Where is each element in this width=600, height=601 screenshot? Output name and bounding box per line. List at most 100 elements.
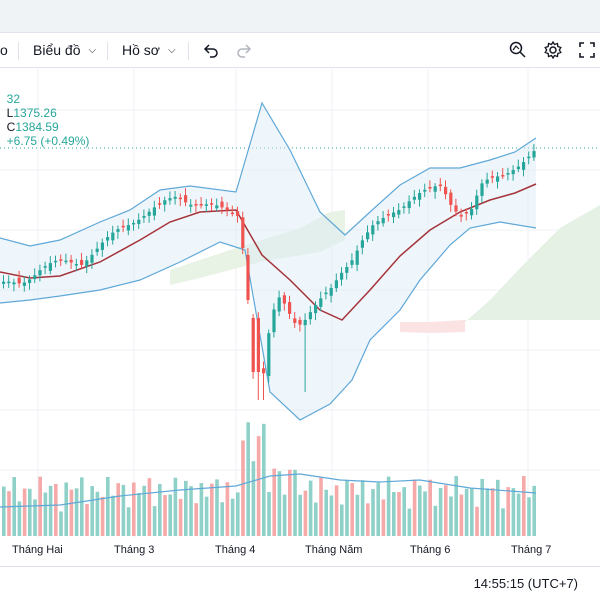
chart-type-dropdown[interactable]: Biểu đồ ⌵ — [33, 33, 96, 67]
candle-body — [126, 225, 130, 231]
candle-body — [168, 198, 172, 201]
toolbar-divider — [188, 42, 189, 60]
moving-average-line — [0, 183, 537, 321]
volume-series — [2, 422, 536, 536]
volume-bar — [490, 488, 495, 536]
volume-bar — [236, 492, 240, 536]
undo-icon[interactable] — [197, 36, 225, 64]
candle-body — [132, 222, 136, 225]
volume-bar — [194, 503, 198, 536]
volume-bar — [522, 476, 526, 536]
volume-bar — [251, 461, 256, 536]
fullscreen-icon[interactable] — [573, 36, 600, 64]
candle-body — [329, 287, 333, 296]
candle-body — [95, 248, 99, 252]
x-tick-label: Tháng 4 — [215, 544, 256, 556]
volume-bar — [392, 492, 396, 536]
candle-body — [48, 263, 52, 271]
candle-body — [386, 213, 390, 216]
candle-body — [449, 192, 453, 205]
volume-bar — [329, 495, 334, 536]
candle-body — [480, 183, 484, 196]
profile-dropdown[interactable]: Hồ sơ ⌵ — [122, 33, 176, 67]
candle-body — [522, 162, 526, 170]
volume-bar — [272, 468, 276, 536]
volume-bar — [418, 485, 422, 536]
candle-body — [225, 207, 229, 210]
volume-bar — [277, 471, 282, 536]
candle-body — [64, 260, 68, 263]
x-tick-label: Tháng 6 — [410, 544, 451, 556]
volume-bar — [152, 506, 157, 536]
volume-bar — [48, 485, 53, 536]
gear-icon[interactable] — [539, 36, 567, 64]
candle-body — [111, 232, 115, 241]
candle-body — [334, 280, 338, 289]
volume-bar — [314, 502, 318, 536]
volume-bar — [303, 490, 308, 536]
candlestick-series — [2, 144, 536, 400]
candle-body — [189, 204, 193, 207]
candle-body — [74, 264, 78, 266]
volume-bar — [137, 493, 141, 536]
volume-bar — [38, 476, 42, 536]
volume-bar — [506, 487, 510, 536]
candle-body — [490, 176, 494, 178]
redo-icon[interactable] — [230, 36, 258, 64]
candle-body — [397, 210, 401, 215]
candle-body — [256, 318, 260, 372]
candle-body — [251, 318, 255, 372]
volume-bar — [241, 440, 245, 536]
toolbar-partial-item[interactable]: o — [0, 33, 8, 67]
bollinger-upper-line — [0, 101, 537, 247]
ichimoku-cloud-red — [400, 320, 465, 333]
volume-bar — [7, 491, 11, 536]
candle-body — [412, 196, 416, 200]
price-chart[interactable] — [0, 67, 600, 565]
toolbar-partial-label: o — [0, 42, 8, 58]
toolbar-divider — [107, 42, 108, 60]
candle-body — [428, 187, 432, 189]
candle-body — [199, 203, 203, 206]
ohlc-legend: 32 L1375.26 C1384.59 +6.75 (+0.49%) — [0, 78, 90, 148]
bollinger-lower-line — [0, 221, 537, 421]
volume-bar — [173, 477, 178, 536]
volume-bar — [256, 436, 261, 536]
legend-high-partial: 32 — [6, 92, 21, 106]
volume-bar — [168, 494, 172, 536]
volume-bar — [267, 492, 271, 536]
candle-body — [501, 175, 505, 177]
candle-body — [194, 204, 198, 206]
search-icon[interactable] — [504, 36, 532, 64]
volume-bar — [95, 491, 100, 536]
candle-body — [85, 260, 89, 267]
volume-bar — [423, 491, 427, 536]
candle-body — [407, 201, 411, 209]
volume-bar — [189, 486, 193, 536]
volume-bar — [210, 483, 214, 536]
volume-bar — [480, 478, 484, 536]
volume-bar — [516, 493, 521, 536]
candle-body — [33, 275, 37, 280]
candle-body — [137, 219, 141, 224]
candle-body — [340, 272, 344, 280]
candle-body — [241, 217, 245, 249]
candle-body — [511, 170, 515, 175]
candle-body — [210, 203, 214, 205]
candle-body — [308, 312, 312, 320]
candle-body — [532, 151, 536, 158]
volume-bar — [106, 476, 110, 536]
x-tick-label: Tháng 7 — [511, 544, 552, 556]
volume-bar — [334, 485, 339, 536]
candle-body — [69, 259, 73, 263]
browser-top-strip — [0, 0, 600, 33]
volume-bar — [116, 483, 120, 536]
volume-bar — [43, 492, 48, 536]
candle-body — [22, 282, 26, 286]
volume-bar — [532, 485, 536, 536]
candle-body — [215, 205, 219, 209]
volume-bar — [407, 508, 412, 536]
candle-body — [402, 206, 406, 208]
candle-body — [142, 215, 146, 218]
volume-bar — [28, 488, 32, 536]
